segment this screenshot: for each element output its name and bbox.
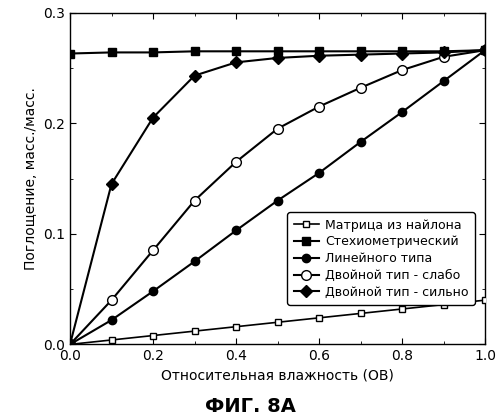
Text: ФИГ. 8А: ФИГ. 8А xyxy=(204,397,296,416)
Линейного типа xyxy=(316,171,322,176)
Линейного типа xyxy=(233,228,239,233)
X-axis label: Относительная влажность (ОВ): Относительная влажность (ОВ) xyxy=(161,369,394,383)
Двойной тип - слабо xyxy=(192,198,198,203)
Двойной тип - сильно xyxy=(399,51,405,56)
Линейного типа xyxy=(108,318,114,323)
Двойной тип - слабо xyxy=(482,48,488,53)
Матрица из найлона xyxy=(482,298,488,303)
Двойной тип - слабо xyxy=(67,342,73,347)
Двойной тип - сильно xyxy=(482,48,488,53)
Двойной тип - слабо xyxy=(358,85,364,90)
Двойной тип - слабо xyxy=(399,68,405,73)
Линейного типа xyxy=(482,48,488,53)
Линейного типа xyxy=(274,198,280,203)
Line: Двойной тип - слабо: Двойной тип - слабо xyxy=(65,45,490,349)
Стехиометрический xyxy=(440,49,446,54)
Матрица из найлона xyxy=(440,302,446,307)
Линейного типа xyxy=(399,110,405,115)
Line: Стехиометрический: Стехиометрический xyxy=(66,46,489,58)
Стехиометрический xyxy=(108,50,114,55)
Линейного типа xyxy=(192,259,198,264)
Стехиометрический xyxy=(482,48,488,53)
Двойной тип - слабо xyxy=(440,54,446,59)
Стехиометрический xyxy=(358,49,364,54)
Двойной тип - слабо xyxy=(316,104,322,109)
Line: Двойной тип - сильно: Двойной тип - сильно xyxy=(66,46,489,349)
Матрица из найлона xyxy=(358,311,364,316)
Линейного типа xyxy=(150,289,156,294)
Двойной тип - слабо xyxy=(150,248,156,253)
Двойной тип - сильно xyxy=(233,60,239,65)
Line: Линейного типа: Линейного типа xyxy=(66,46,489,349)
Стехиометрический xyxy=(150,50,156,55)
Стехиометрический xyxy=(316,49,322,54)
Двойной тип - слабо xyxy=(108,298,114,303)
Стехиометрический xyxy=(192,49,198,54)
Матрица из найлона xyxy=(399,307,405,312)
Матрица из найлона xyxy=(233,324,239,329)
Y-axis label: Поглощение, масс./масс.: Поглощение, масс./масс. xyxy=(24,87,38,270)
Двойной тип - слабо xyxy=(274,126,280,131)
Линейного типа xyxy=(67,342,73,347)
Двойной тип - сильно xyxy=(67,342,73,347)
Двойной тип - сильно xyxy=(440,50,446,55)
Стехиометрический xyxy=(233,49,239,54)
Двойной тип - сильно xyxy=(316,53,322,58)
Линейного типа xyxy=(358,139,364,144)
Стехиометрический xyxy=(274,49,280,54)
Матрица из найлона xyxy=(150,333,156,338)
Двойной тип - сильно xyxy=(150,115,156,120)
Матрица из найлона xyxy=(274,320,280,325)
Линейного типа xyxy=(440,79,446,84)
Двойной тип - сильно xyxy=(192,73,198,78)
Стехиометрический xyxy=(399,49,405,54)
Двойной тип - сильно xyxy=(274,55,280,60)
Стехиометрический xyxy=(67,51,73,56)
Line: Матрица из найлона: Матрица из найлона xyxy=(66,297,488,348)
Двойной тип - сильно xyxy=(358,52,364,57)
Двойной тип - слабо xyxy=(233,159,239,164)
Legend: Матрица из найлона, Стехиометрический, Линейного типа, Двойной тип - слабо, Двой: Матрица из найлона, Стехиометрический, Л… xyxy=(288,213,474,305)
Матрица из найлона xyxy=(67,342,73,347)
Матрица из найлона xyxy=(192,328,198,333)
Матрица из найлона xyxy=(316,315,322,320)
Матрица из найлона xyxy=(108,337,114,342)
Двойной тип - сильно xyxy=(108,181,114,186)
